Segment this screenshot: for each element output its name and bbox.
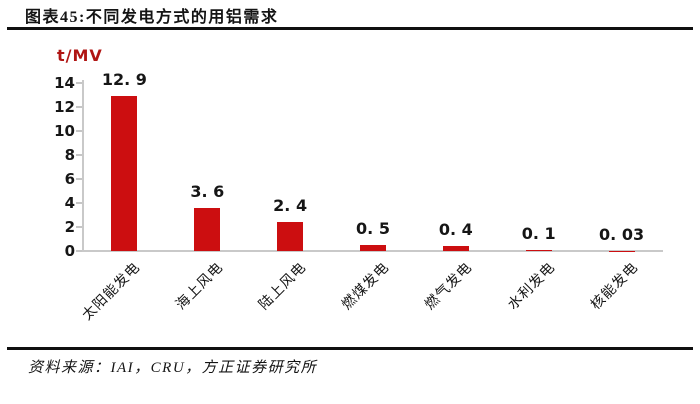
x-axis-line <box>82 250 663 252</box>
bar-value-label: 0. 1 <box>521 223 556 243</box>
bar-value-label: 2. 4 <box>273 196 308 216</box>
y-tick <box>76 226 82 228</box>
bar <box>277 222 304 251</box>
y-tick-label: 4 <box>64 194 75 212</box>
bar-value-label: 12. 9 <box>101 70 147 90</box>
x-category-label: 燃煤发电 <box>339 260 393 314</box>
bar <box>608 250 635 251</box>
y-tick <box>76 130 82 132</box>
x-category-label: 海上风电 <box>173 260 227 314</box>
y-tick-label: 12 <box>54 98 75 116</box>
y-tick-label: 14 <box>54 74 75 92</box>
bar <box>111 96 138 251</box>
bar-value-label: 0. 5 <box>356 219 390 238</box>
x-category-label: 太阳能发电 <box>80 260 145 324</box>
x-category-label: 燃气发电 <box>422 260 476 314</box>
bar <box>525 249 552 251</box>
title-divider <box>7 27 693 30</box>
bar <box>194 207 221 251</box>
y-tick <box>76 178 82 180</box>
bar-value-label: 0. 03 <box>599 224 645 244</box>
bar-value-label: 0. 4 <box>438 220 473 240</box>
bar <box>360 245 386 251</box>
x-category-label: 核能发电 <box>588 260 642 314</box>
x-category-label: 陆上风电 <box>256 260 310 314</box>
figure-title: 图表45:不同发电方式的用铝需求 <box>25 9 279 26</box>
y-axis-line <box>82 80 84 251</box>
y-axis-unit-label: t/MV <box>57 46 103 65</box>
bar-value-label: 3. 6 <box>190 181 225 201</box>
y-tick <box>76 106 82 108</box>
y-tick <box>76 82 82 84</box>
y-tick-label: 10 <box>54 122 75 140</box>
footer-divider <box>7 347 693 350</box>
y-tick-label: 2 <box>64 218 75 236</box>
source-note: 资料来源：IAI，CRU，方正证券研究所 <box>28 360 318 376</box>
y-tick <box>76 250 82 252</box>
y-tick <box>76 154 82 156</box>
y-tick-label: 0 <box>64 242 75 260</box>
y-tick <box>76 202 82 204</box>
y-tick-label: 6 <box>64 170 75 188</box>
y-tick-label: 8 <box>64 146 75 164</box>
x-category-label: 水利发电 <box>505 260 559 314</box>
bar <box>442 246 469 251</box>
